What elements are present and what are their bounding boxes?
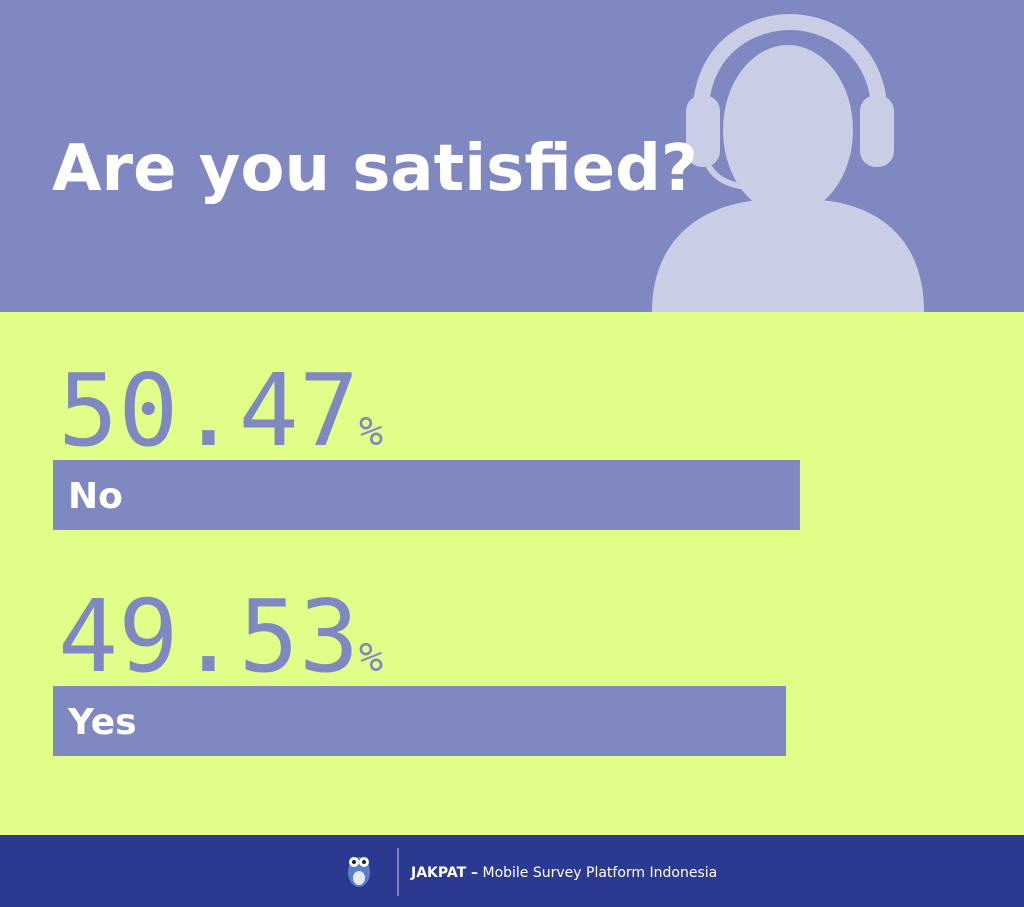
footer-text: JAKPAT – Mobile Survey Platform Indonesi… <box>410 865 717 881</box>
bar <box>53 686 787 756</box>
footer-band <box>0 835 1024 907</box>
bar-label: No <box>68 476 123 517</box>
value-label-group: 50.47% <box>58 352 383 469</box>
bar-label: Yes <box>67 702 137 743</box>
headset-icon <box>652 13 924 312</box>
owl-logo <box>348 857 370 887</box>
value-unit: % <box>359 409 383 455</box>
value-label: 49.53 <box>58 578 359 695</box>
footer-brand: JAKPAT – <box>410 865 478 881</box>
value-label: 50.47 <box>58 352 359 469</box>
value-label-group: 49.53% <box>58 578 383 695</box>
footer-tagline: Mobile Survey Platform Indonesia <box>483 865 718 881</box>
bar <box>53 460 800 530</box>
chart-title: Are you satisfied? <box>52 132 698 206</box>
value-unit: % <box>359 635 383 681</box>
